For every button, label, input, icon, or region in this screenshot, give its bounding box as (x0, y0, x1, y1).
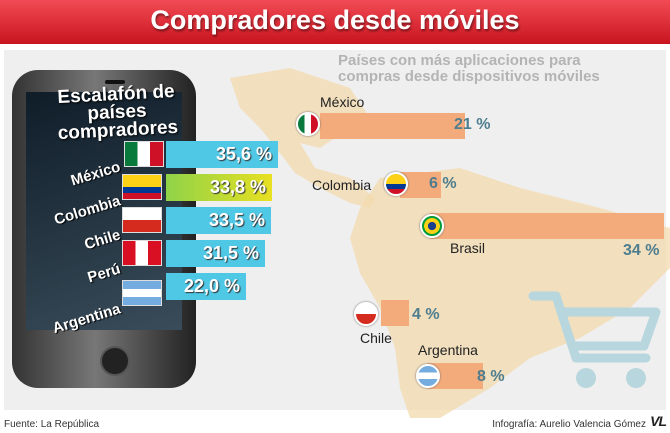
chile-round-flag-icon (354, 302, 378, 326)
map-value-argentina: 8 % (477, 368, 505, 385)
rank-value-chile: 33,5 % (166, 207, 271, 234)
colombia-flag-icon (122, 174, 162, 200)
publisher-logo: VL (650, 413, 667, 429)
rank-value-colombia: 33,8 % (166, 174, 272, 201)
map-chart-title: Países con más aplicaciones para compras… (338, 52, 600, 85)
map-value-brasil: 34 % (623, 242, 660, 259)
rank-value-mexico: 35,6 % (166, 141, 278, 168)
argentina-round-flag-icon (416, 364, 440, 388)
argentina-flag-icon (122, 280, 162, 306)
mexico-round-flag-icon (296, 112, 320, 136)
colombia-round-flag-icon (384, 172, 408, 196)
peru-flag-icon (122, 240, 162, 266)
map-bar-chile (381, 300, 409, 326)
map-bar-brasil (430, 213, 664, 239)
header-bar (0, 0, 670, 44)
mexico-flag-icon (124, 141, 164, 167)
map-label-argentina: Argentina (418, 342, 478, 358)
phone-heading: Escalafón de países compradores (56, 80, 179, 145)
chile-flag-icon (122, 207, 162, 233)
home-button (100, 346, 130, 376)
map-bar-mexico (320, 113, 465, 139)
brasil-round-flag-icon (420, 214, 444, 238)
map-value-colombia: 6 % (429, 175, 457, 192)
map-value-mexico: 21 % (454, 116, 491, 133)
shopping-cart-icon (528, 291, 661, 388)
map-label-mexico: México (320, 94, 365, 110)
map-label-chile: Chile (360, 330, 392, 346)
map-value-chile: 4 % (412, 306, 440, 323)
rank-value-peru: 31,5 % (166, 240, 265, 267)
page-title: Compradores desde móviles (150, 5, 520, 35)
rank-value-argentina: 22,0 % (166, 273, 246, 300)
phone-speaker (105, 80, 125, 84)
map-label-brasil: Brasil (450, 240, 486, 256)
map-label-colombia: Colombia (312, 177, 372, 193)
footer-credit: Infografía: Aurelio Valencia Gómez (492, 419, 646, 430)
footer-source: Fuente: La República (4, 419, 100, 430)
